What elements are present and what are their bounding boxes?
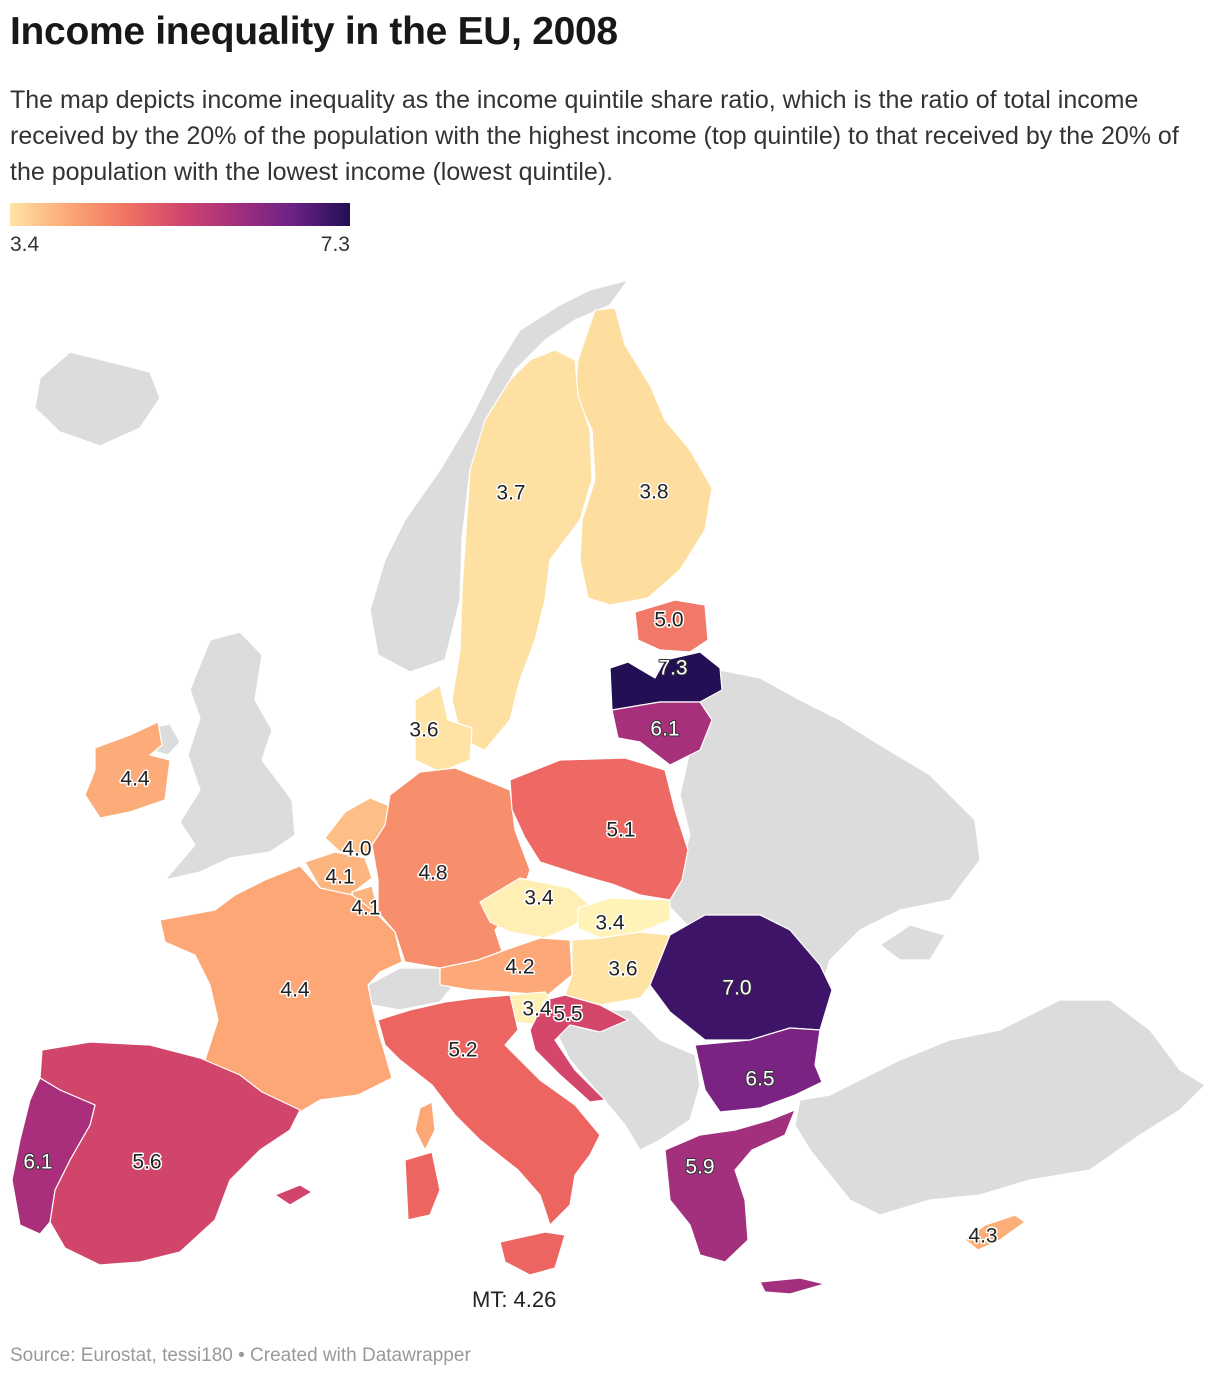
value-label-portugal: 6.1 <box>23 1151 52 1174</box>
norway-shape <box>369 279 629 673</box>
sicily-shape <box>499 1231 566 1276</box>
value-label-hungary: 3.6 <box>608 958 637 981</box>
value-label-denmark: 3.6 <box>409 719 438 742</box>
ireland-shape <box>84 721 171 819</box>
crimea-shape <box>879 924 946 961</box>
croatia-shape <box>529 994 629 1103</box>
value-label-croatia: 5.5 <box>553 1003 582 1026</box>
value-label-latvia: 7.3 <box>658 657 687 680</box>
sweden-shape <box>451 349 593 751</box>
sardinia-shape <box>404 1151 441 1221</box>
belarus-ukraine-russia-shape <box>639 669 981 976</box>
no-data-countries <box>34 279 1206 1216</box>
lithuania-shape <box>611 701 713 766</box>
legend-min-label: 3.4 <box>10 233 40 256</box>
finland-shape <box>574 307 713 606</box>
bulgaria-shape <box>694 1027 823 1113</box>
value-label-bulgaria: 6.5 <box>745 1068 774 1091</box>
france-shape <box>159 865 403 1116</box>
value-label-france: 4.4 <box>280 979 310 1002</box>
slovakia-shape <box>577 897 671 939</box>
value-label-greece: 5.9 <box>685 1156 714 1179</box>
great-britain-shape <box>164 631 296 881</box>
value-label-czechia: 3.4 <box>524 887 554 910</box>
value-label-estonia: 5.0 <box>654 609 683 632</box>
poland-shape <box>509 757 689 901</box>
value-label-netherlands: 4.0 <box>342 838 371 861</box>
corsica-shape <box>414 1101 436 1151</box>
legend-max-label: 7.3 <box>320 233 350 256</box>
value-label-germany: 4.8 <box>418 862 447 885</box>
value-label-poland: 5.1 <box>606 819 635 842</box>
value-labels: 3.8 3.7 5.0 7.3 6.1 3.6 4.4 4.0 4.1 4.1 4.8 5.1 3.4 3… <box>22 479 999 1249</box>
chart-subtitle: The map depicts income inequality as the… <box>10 86 1179 186</box>
value-label-sweden: 3.7 <box>496 482 525 505</box>
portugal-shape <box>11 1077 96 1235</box>
value-label-slovakia: 3.4 <box>595 912 625 935</box>
value-label-italy: 5.2 <box>448 1039 477 1062</box>
malta-note: MT: 4.26 <box>472 1287 557 1312</box>
italy-shape <box>377 994 601 1226</box>
switzerland-shape <box>367 967 457 1011</box>
estonia-shape <box>634 599 709 653</box>
value-label-ireland: 4.4 <box>120 768 150 791</box>
crete-shape <box>759 1277 826 1295</box>
source-footer: Source: Eurostat, tessi180 • Created wit… <box>10 1345 471 1366</box>
color-legend: 3.4 7.3 <box>10 203 350 256</box>
cyprus-shape <box>964 1214 1026 1251</box>
value-label-belgium: 4.1 <box>325 866 354 889</box>
czechia-shape <box>479 877 591 939</box>
turkey-shape <box>794 999 1206 1216</box>
value-label-spain: 5.6 <box>132 1151 161 1174</box>
value-label-luxembourg: 4.1 <box>351 897 380 920</box>
value-label-romania: 7.0 <box>722 977 751 1000</box>
greece-shape <box>664 1109 796 1263</box>
value-label-cyprus: 4.3 <box>968 1225 997 1248</box>
value-label-austria: 4.2 <box>505 956 534 979</box>
eu-countries <box>11 307 1026 1295</box>
iceland-shape <box>34 351 161 447</box>
value-label-lithuania: 6.1 <box>650 718 679 741</box>
value-label-slovenia: 3.4 <box>522 998 552 1021</box>
value-label-finland: 3.8 <box>639 481 668 504</box>
denmark-shape <box>414 684 473 773</box>
balearics-shape <box>274 1184 313 1206</box>
legend-gradient-bar <box>10 203 350 226</box>
chart-title: Income inequality in the EU, 2008 <box>10 10 618 53</box>
